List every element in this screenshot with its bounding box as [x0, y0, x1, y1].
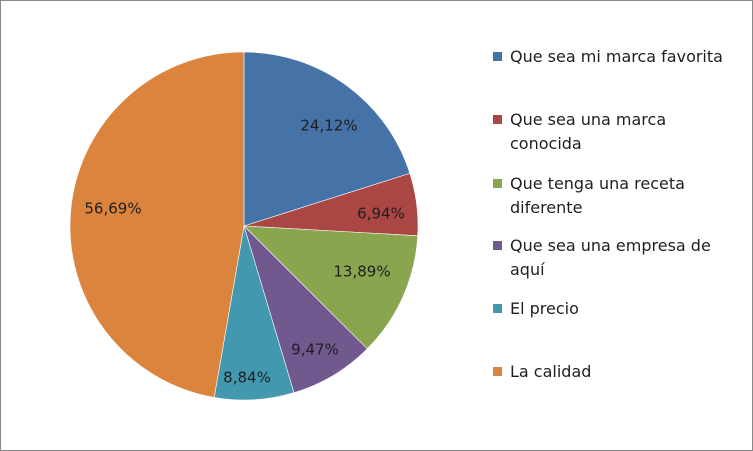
- legend-label-marca-favorita: Que sea mi marca favorita: [510, 47, 723, 66]
- legend-label-marca-conocida: Que sea una marca conocida: [510, 110, 667, 153]
- legend-label-empresa-aqui: Que sea una empresa de aquí: [510, 236, 711, 279]
- legend-swatch-empresa-aqui: [493, 241, 502, 250]
- data-label-marca-favorita: 24,12%: [300, 117, 357, 135]
- legend-item-precio: El precio: [493, 297, 743, 321]
- data-label-empresa-aqui: 9,47%: [291, 341, 339, 359]
- legend-item-receta-diferente: Que tenga una receta diferente: [493, 172, 743, 220]
- legend-swatch-marca-conocida: [493, 115, 502, 124]
- data-label-marca-conocida: 6,94%: [357, 205, 405, 223]
- legend-label-calidad: La calidad: [510, 362, 592, 381]
- legend-item-empresa-aqui: Que sea una empresa de aquí: [493, 234, 743, 282]
- legend-swatch-marca-favorita: [493, 52, 502, 61]
- data-label-precio: 8,84%: [223, 369, 271, 387]
- legend-swatch-receta-diferente: [493, 179, 502, 188]
- legend-label-receta-diferente: Que tenga una receta diferente: [510, 174, 685, 217]
- legend-item-calidad: La calidad: [493, 360, 743, 384]
- legend-swatch-calidad: [493, 367, 502, 376]
- legend-swatch-precio: [493, 304, 502, 313]
- pie-slice-calidad: [69, 51, 245, 398]
- data-label-calidad: 56,69%: [84, 200, 141, 218]
- legend-item-marca-favorita: Que sea mi marca favorita: [493, 45, 743, 69]
- pie-slice-marca-favorita: [243, 51, 411, 227]
- legend-label-precio: El precio: [510, 299, 579, 318]
- legend-item-marca-conocida: Que sea una marca conocida: [493, 108, 743, 156]
- pie-slice-receta-diferente: [243, 225, 419, 350]
- data-label-receta-diferente: 13,89%: [333, 263, 390, 281]
